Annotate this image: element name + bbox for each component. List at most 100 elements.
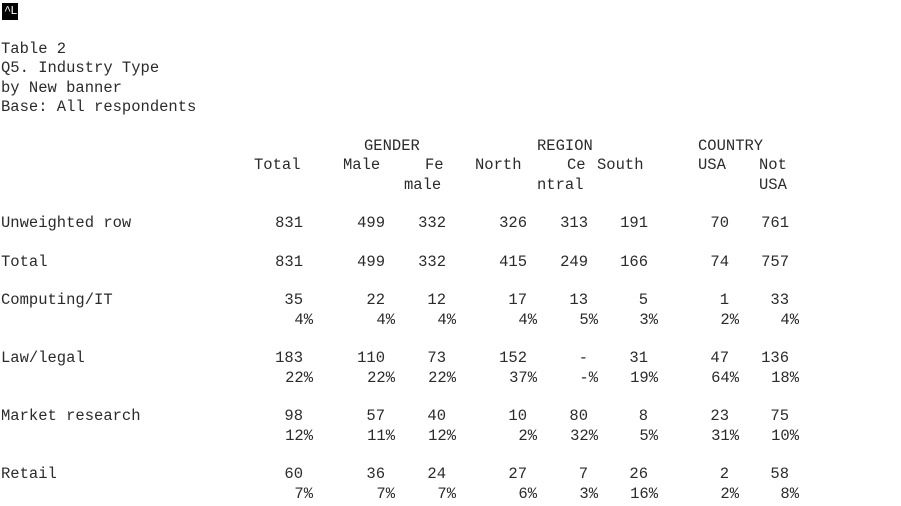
cell-count-total: 183	[275, 349, 303, 367]
cell-percent-north: 2%	[518, 427, 537, 445]
cell-percent-south: 16%	[630, 485, 658, 503]
row-label: Unweighted row	[1, 214, 132, 232]
cell-count-male: 36	[366, 465, 385, 483]
row-label: Market research	[1, 407, 141, 425]
col-header-not-usa-line2: USA	[759, 176, 787, 194]
cell-percent-not-usa: 4%	[780, 311, 799, 329]
cell-count-north: 326	[499, 214, 527, 232]
cell-percent-usa: 2%	[720, 485, 739, 503]
row-label: Computing/IT	[1, 291, 113, 309]
cell-percent-central: 3%	[579, 485, 598, 503]
cell-count-not-usa: 75	[770, 407, 789, 425]
col-header-central-line2: ntral	[537, 176, 584, 194]
cell-count-female: 332	[418, 214, 446, 232]
cell-percent-north: 6%	[518, 485, 537, 503]
base-description: Base: All respondents	[1, 97, 197, 116]
cell-percent-male: 11%	[367, 427, 395, 445]
cell-percent-usa: 2%	[720, 311, 739, 329]
cell-count-female: 40	[427, 407, 446, 425]
cell-count-not-usa: 33	[770, 291, 789, 309]
group-header-gender: GENDER	[364, 137, 420, 155]
cell-count-south: 31	[629, 349, 648, 367]
cell-percent-not-usa: 10%	[771, 427, 799, 445]
cell-percent-female: 12%	[428, 427, 456, 445]
cell-count-total: 35	[284, 291, 303, 309]
cell-percent-total: 7%	[294, 485, 313, 503]
row-label: Retail	[1, 465, 57, 483]
cell-count-central: 13	[569, 291, 588, 309]
cell-count-male: 499	[357, 253, 385, 271]
cell-percent-usa: 31%	[711, 427, 739, 445]
col-header-total: Total	[254, 156, 301, 174]
cell-percent-usa: 64%	[711, 369, 739, 387]
cell-count-female: 73	[427, 349, 446, 367]
table-header: Table 2 Q5. Industry Type by New banner …	[1, 40, 196, 117]
cell-count-south: 191	[620, 214, 648, 232]
cell-count-total: 60	[284, 465, 303, 483]
cell-count-total: 831	[275, 214, 303, 232]
cell-percent-south: 19%	[630, 369, 658, 387]
cell-count-central: 313	[560, 214, 588, 232]
cell-count-north: 10	[508, 407, 527, 425]
cell-percent-north: 4%	[518, 311, 537, 329]
cell-count-usa: 47	[710, 349, 729, 367]
cell-percent-female: 4%	[437, 311, 456, 329]
cell-count-not-usa: 757	[761, 253, 789, 271]
cell-count-north: 27	[508, 465, 527, 483]
cell-count-not-usa: 136	[761, 349, 789, 367]
cell-count-male: 110	[357, 349, 385, 367]
cell-count-female: 12	[427, 291, 446, 309]
cell-count-south: 8	[638, 407, 648, 425]
col-header-female-line1: Fe	[425, 156, 444, 174]
cell-count-not-usa: 761	[761, 214, 789, 232]
col-header-south: South	[597, 156, 644, 174]
cell-count-north: 415	[499, 253, 527, 271]
cell-count-not-usa: 58	[770, 465, 789, 483]
cell-count-central: -	[578, 349, 588, 367]
cell-count-central: 249	[560, 253, 588, 271]
cell-count-south: 5	[638, 291, 648, 309]
group-header-country: COUNTRY	[698, 137, 764, 155]
cell-percent-total: 22%	[285, 369, 313, 387]
cell-percent-not-usa: 8%	[780, 485, 799, 503]
table-number: Table 2	[1, 40, 67, 58]
cell-percent-central: 5%	[579, 311, 598, 329]
col-header-central-line1: Ce	[567, 156, 586, 174]
cell-percent-not-usa: 18%	[771, 369, 799, 387]
cell-count-male: 499	[357, 214, 385, 232]
cell-count-north: 152	[499, 349, 527, 367]
cell-count-usa: 70	[710, 214, 729, 232]
cell-percent-central: -%	[579, 369, 598, 387]
row-label: Law/legal	[1, 349, 85, 367]
cell-count-usa: 74	[710, 253, 729, 271]
col-header-usa: USA	[698, 156, 726, 174]
cell-count-female: 332	[418, 253, 446, 271]
cell-count-male: 57	[366, 407, 385, 425]
cell-count-central: 7	[578, 465, 588, 483]
cell-percent-north: 37%	[509, 369, 537, 387]
cell-count-north: 17	[508, 291, 527, 309]
col-header-not-usa-line1: Not	[759, 156, 787, 174]
cell-count-total: 98	[284, 407, 303, 425]
col-header-female-line2: male	[404, 176, 442, 194]
cell-percent-male: 7%	[376, 485, 395, 503]
cell-percent-male: 22%	[367, 369, 395, 387]
question-title: Q5. Industry Type	[1, 59, 160, 78]
row-label: Total	[1, 253, 48, 271]
cell-count-usa: 2	[719, 465, 729, 483]
cell-percent-total: 4%	[294, 311, 313, 329]
form-feed-marker: ^L	[2, 3, 19, 20]
cell-percent-female: 7%	[437, 485, 456, 503]
col-header-male: Male	[343, 156, 381, 174]
col-header-north: North	[475, 156, 522, 174]
cell-percent-female: 22%	[428, 369, 456, 387]
cell-percent-south: 5%	[639, 427, 658, 445]
cell-count-female: 24	[427, 465, 446, 483]
group-header-region: REGION	[537, 137, 593, 155]
cell-count-usa: 23	[710, 407, 729, 425]
cell-count-male: 22	[366, 291, 385, 309]
cell-count-south: 26	[629, 465, 648, 483]
cell-percent-male: 4%	[376, 311, 395, 329]
cell-count-total: 831	[275, 253, 303, 271]
cell-count-central: 80	[569, 407, 588, 425]
